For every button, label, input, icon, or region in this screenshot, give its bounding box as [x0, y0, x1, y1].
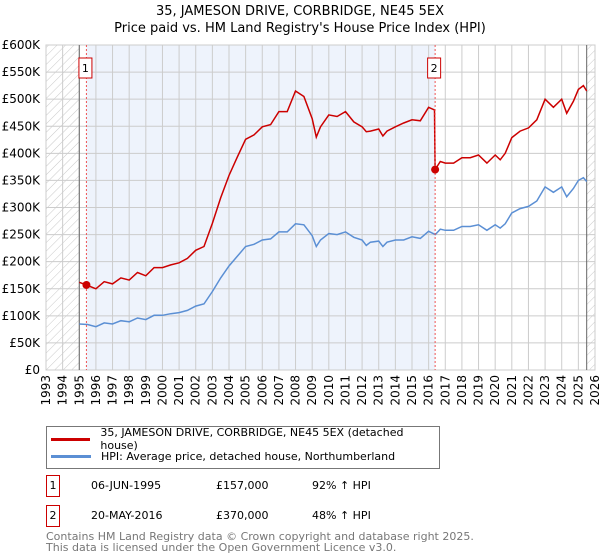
y-tick-label: £50K — [9, 336, 41, 350]
y-tick-label: £200K — [2, 255, 42, 269]
transaction-date: 20-MAY-2016 — [91, 509, 163, 522]
x-tick-label: 2019 — [472, 375, 486, 406]
x-tick-label: 2020 — [488, 375, 502, 406]
x-tick-label: 2026 — [588, 375, 600, 406]
legend-swatch-hpi — [51, 454, 91, 458]
footer-licence: This data is licensed under the Open Gov… — [46, 541, 397, 554]
x-tick-label: 2005 — [239, 375, 253, 406]
transaction-hpi-change: 48% ↑ HPI — [312, 509, 371, 522]
sale-label: 2 — [431, 62, 438, 75]
x-tick-label: 2023 — [538, 375, 552, 406]
x-tick-label: 2014 — [388, 375, 402, 406]
legend-item-property: 35, JAMESON DRIVE, CORBRIDGE, NE45 5EX (… — [51, 426, 439, 452]
sale-point — [431, 165, 440, 174]
x-tick-label: 2003 — [205, 375, 219, 406]
x-tick-label: 2010 — [322, 375, 336, 406]
chart-title: 35, JAMESON DRIVE, CORBRIDGE, NE45 5EX — [155, 4, 445, 19]
transaction-row: 2 20-MAY-2016 £370,000 48% ↑ HPI — [46, 505, 546, 527]
transaction-date: 06-JUN-1995 — [91, 479, 162, 492]
x-tick-label: 2008 — [289, 375, 303, 406]
transaction-badge: 2 — [46, 505, 60, 527]
y-tick-label: £0 — [25, 363, 40, 377]
x-tick-label: 2016 — [422, 375, 436, 406]
x-tick-label: 2004 — [222, 375, 236, 406]
transaction-row: 1 06-JUN-1995 £157,000 92% ↑ HPI — [46, 475, 546, 497]
y-tick-label: £500K — [2, 92, 42, 106]
y-tick-label: £250K — [2, 228, 42, 242]
plot-border — [45, 44, 596, 371]
sale-label-box — [78, 57, 93, 79]
x-tick-label: 2025 — [571, 375, 585, 406]
y-tick-label: £550K — [2, 65, 42, 79]
x-tick-label: 2001 — [172, 375, 186, 406]
chart-subtitle: Price paid vs. HM Land Registry's House … — [114, 21, 486, 36]
sale-label-box — [427, 57, 442, 79]
series-line-property — [79, 84, 588, 290]
y-tick-label: £600K — [2, 38, 42, 52]
legend-label-property: 35, JAMESON DRIVE, CORBRIDGE, NE45 5EX (… — [100, 426, 404, 452]
legend-item-hpi: HPI: Average price, detached house, Nort… — [51, 448, 395, 464]
x-tick-label: 2013 — [372, 375, 386, 406]
price-chart: £0 £50K £100K £150K £200K £250K £300K £350K £400… — [2, 38, 600, 406]
x-tick-label: 1999 — [139, 375, 153, 406]
x-tick-label: 2022 — [521, 375, 535, 406]
y-tick-label: £400K — [2, 146, 42, 160]
x-tick-label: 1994 — [56, 375, 70, 406]
x-tick-label: 2000 — [155, 375, 169, 406]
x-tick-label: 2021 — [505, 375, 519, 406]
y-tick-label: £150K — [2, 282, 42, 296]
x-tick-label: 2015 — [405, 375, 419, 406]
sale-point — [82, 280, 91, 289]
x-tick-label: 1997 — [106, 375, 120, 406]
sale-label: 1 — [82, 62, 89, 75]
transaction-hpi-change: 92% ↑ HPI — [312, 479, 371, 492]
x-tick-label: 2024 — [555, 375, 569, 406]
x-tick-label: 2006 — [255, 375, 269, 406]
y-tick-label: £450K — [2, 119, 42, 133]
y-tick-label: £300K — [2, 201, 42, 215]
transaction-price: £370,000 — [216, 509, 269, 522]
footer-copyright: Contains HM Land Registry data © Crown c… — [46, 530, 474, 543]
x-tick-label: 2012 — [355, 375, 369, 406]
legend-swatch-property — [51, 437, 91, 441]
legend-label-hpi: HPI: Average price, detached house, Nort… — [101, 449, 396, 463]
x-tick-label: 1998 — [122, 375, 136, 406]
series-line-hpi — [79, 176, 588, 328]
x-tick-label: 2017 — [438, 375, 452, 406]
x-tick-label: 1996 — [89, 375, 103, 406]
x-tick-label: 2018 — [455, 375, 469, 406]
y-tick-label: £100K — [2, 309, 42, 323]
legend: 35, JAMESON DRIVE, CORBRIDGE, NE45 5EX (… — [46, 426, 440, 469]
x-tick-label: 2009 — [305, 375, 319, 406]
footer: Contains HM Land Registry data © Crown c… — [46, 531, 474, 553]
y-tick-label: £350K — [2, 173, 42, 187]
x-tick-label: 1995 — [72, 375, 86, 406]
x-tick-label: 2011 — [338, 375, 352, 406]
x-tick-label: 2002 — [189, 375, 203, 406]
transaction-price: £157,000 — [216, 479, 269, 492]
x-tick-label: 2007 — [272, 375, 286, 406]
transaction-badge: 1 — [46, 475, 60, 497]
x-tick-label: 1993 — [39, 375, 53, 406]
